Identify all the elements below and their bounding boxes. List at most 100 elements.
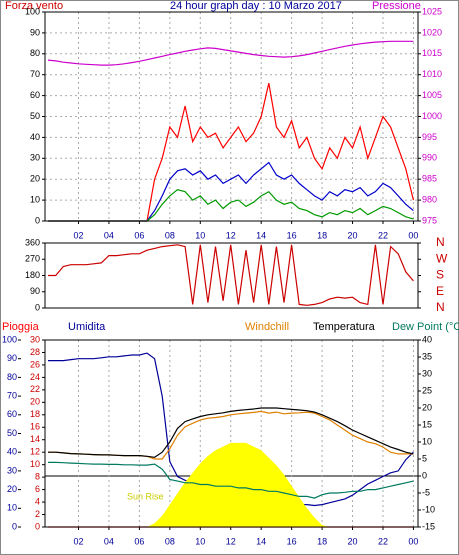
series-line (48, 244, 414, 306)
y2-tick-label: E (436, 284, 444, 298)
y2-tick-label: 1025 (422, 6, 442, 16)
annotation: Sun Rise (127, 491, 164, 501)
y-tick-label: 0 (12, 521, 17, 531)
y2-tick-label: 20 (30, 397, 40, 407)
y2-tick-label: 22 (30, 384, 40, 394)
y-tick-label: 80 (30, 48, 40, 58)
y3-tick-label: 10 (422, 436, 432, 446)
x-tick-label: 22 (378, 536, 388, 546)
legend-entry: Umidita (68, 321, 106, 333)
x-tick-label: 16 (287, 230, 297, 240)
x-tick-label: 02 (73, 536, 83, 546)
y-axis-label: Forza vento (5, 0, 63, 12)
y-tick-label: 30 (7, 465, 17, 475)
y-tick-label: 0 (35, 215, 40, 225)
x-tick-label: 06 (134, 536, 144, 546)
y2-tick-label: 0 (35, 521, 40, 531)
series-line (47, 40, 414, 66)
plot-border (44, 242, 419, 309)
y-tick-label: 100 (2, 334, 17, 344)
y2-tick-label: N (436, 235, 445, 249)
y2-tick-label: 14 (30, 434, 40, 444)
area (48, 442, 414, 527)
x-tick-label: 08 (165, 230, 175, 240)
y-tick-label: 60 (7, 409, 17, 419)
y2-tick-label: 1010 (422, 69, 442, 79)
series-line (48, 461, 414, 499)
y-tick-label: 10 (7, 503, 17, 513)
x-tick-label: 02 (73, 230, 83, 240)
x-tick-label: 18 (317, 230, 327, 240)
y3-tick-label: 30 (422, 368, 432, 378)
y-tick-label: 90 (7, 353, 17, 363)
y-tick-label: 20 (7, 484, 17, 494)
x-tick-label: 00 (408, 536, 418, 546)
y2-tick-label: 24 (30, 372, 40, 382)
y-tick-label: 60 (30, 90, 40, 100)
x-tick-label: 08 (165, 536, 175, 546)
y3-tick-label: -10 (422, 504, 435, 514)
y2-tick-label: 1015 (422, 48, 442, 58)
series-line (48, 407, 414, 458)
x-tick-label: 20 (348, 230, 358, 240)
y3-tick-label: 40 (422, 334, 432, 344)
y2-tick-label: S (436, 268, 444, 282)
x-tick-label: 10 (195, 536, 205, 546)
legend-entry: Pioggia (2, 321, 40, 333)
y2-tick-label: 16 (30, 422, 40, 432)
y-tick-label: 40 (7, 447, 17, 457)
y3-tick-label: 25 (422, 385, 432, 395)
y2-tick-label: 980 (422, 194, 437, 204)
y2-tick-label: 8 (35, 472, 40, 482)
x-tick-label: 20 (348, 536, 358, 546)
plot-border (44, 11, 419, 222)
x-tick-label: 14 (256, 536, 266, 546)
y2-tick-label: 4 (35, 496, 40, 506)
y2-tick-label: 2 (35, 509, 40, 519)
y2-tick-label: 975 (422, 215, 437, 225)
chart-title: 24 hour graph day : 10 Marzo 2017 (170, 0, 342, 12)
y-tick-label: 40 (30, 132, 40, 142)
y3-tick-label: 0 (422, 470, 427, 480)
plot-border (44, 339, 419, 528)
y-tick-label: 90 (30, 27, 40, 37)
x-tick-label: 00 (408, 230, 418, 240)
y3-tick-label: 20 (422, 402, 432, 412)
x-tick-label: 04 (104, 536, 114, 546)
y2-tick-label: 26 (30, 359, 40, 369)
legend-entry: Dew Point (°C (392, 321, 459, 333)
y3-tick-label: -5 (422, 487, 430, 497)
y-tick-label: 70 (7, 390, 17, 400)
y-tick-label: 50 (7, 428, 17, 438)
y-tick-label: 180 (25, 270, 40, 280)
y3-tick-label: 5 (422, 453, 427, 463)
y2-tick-label: 12 (30, 447, 40, 457)
y2-tick-label: 28 (30, 347, 40, 357)
x-tick-label: 12 (226, 230, 236, 240)
y-tick-label: 20 (30, 174, 40, 184)
x-tick-label: 18 (317, 536, 327, 546)
y2-tick-label: 1005 (422, 90, 442, 100)
y-tick-label: 90 (30, 286, 40, 296)
y2-tick-label: 18 (30, 409, 40, 419)
y2-tick-label: 1020 (422, 27, 442, 37)
y3-tick-label: 35 (422, 351, 432, 361)
y2-tick-label: 990 (422, 153, 437, 163)
y2-tick-label: 30 (30, 334, 40, 344)
y2-tick-label: 995 (422, 132, 437, 142)
x-tick-label: 22 (378, 230, 388, 240)
x-tick-label: 10 (195, 230, 205, 240)
y-tick-label: 270 (25, 254, 40, 264)
y-tick-label: 70 (30, 69, 40, 79)
y-tick-label: 80 (7, 372, 17, 382)
legend-entry: Windchill (245, 321, 289, 333)
y2-tick-label: W (436, 251, 448, 265)
y-tick-label: 50 (30, 111, 40, 121)
y-tick-label: 10 (30, 194, 40, 204)
x-tick-label: 14 (256, 230, 266, 240)
x-tick-label: 06 (134, 230, 144, 240)
y2-tick-label: 985 (422, 174, 437, 184)
y3-tick-label: 15 (422, 419, 432, 429)
y-tick-label: 100 (25, 6, 40, 16)
